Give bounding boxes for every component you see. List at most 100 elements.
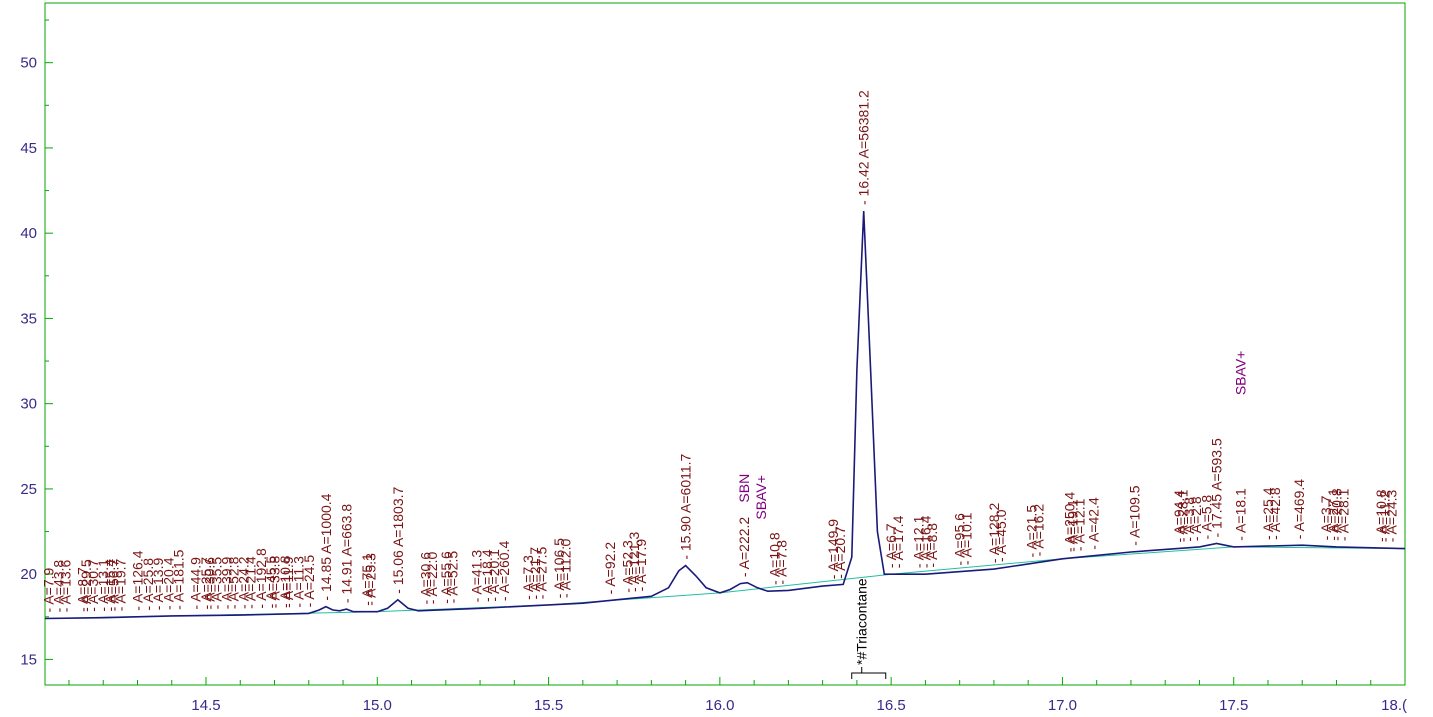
compound-label: *#Triacontane <box>854 578 870 665</box>
peak-label: - A=13.9 <box>150 558 166 611</box>
compound-bracket <box>851 667 887 679</box>
peak-label: - A=222.2 <box>736 517 752 578</box>
peak-label: - A=29.5 <box>78 559 94 612</box>
peak-label: - A=112.0 <box>558 539 574 599</box>
y-tick-label: 35 <box>20 310 37 327</box>
peak-label: - 15.06 A=1803.7 <box>390 486 406 593</box>
peak-label: - A=25.8 <box>140 558 156 611</box>
x-tick-label: 15.5 <box>534 697 563 714</box>
peak-label: - A=28.1 <box>1174 489 1190 542</box>
x-tick-label: 15.0 <box>363 697 392 714</box>
peak-label: - A=7.9 <box>40 567 56 612</box>
peak-label: - A=52.8 <box>225 556 241 609</box>
x-tick-label: 18.( <box>1381 697 1407 714</box>
peak-label: - A=7.8 <box>774 540 790 585</box>
peak-label: - A=11.2 <box>1376 490 1392 542</box>
peak-label: - A=42.8 <box>1267 487 1283 540</box>
peak-label: - A=45.5 <box>263 556 279 609</box>
peak-label: - A=106.5 <box>551 538 567 599</box>
peak-label: - A=260.4 <box>496 541 512 602</box>
peak-label: - A=10.8 <box>1373 489 1389 542</box>
peak-label: - 14.85 A=1000.4 <box>318 493 334 600</box>
baseline-trace <box>44 546 1406 619</box>
x-tick-label: 14.5 <box>191 697 220 714</box>
peak-label: - A=25.7 <box>198 557 214 610</box>
peak-label: - A=30.6 <box>417 552 433 605</box>
peak-label: - A=16.4 <box>917 515 933 568</box>
peak-label: - A=27.1 <box>1325 488 1341 541</box>
peak-label: - A=18.1 <box>1233 488 1249 541</box>
x-axis: 14.5 15.0 15.5 16.0 16.5 17.0 17.5 18.( <box>68 677 1407 714</box>
peak-label: - A=24.3 <box>1383 490 1399 543</box>
y-tick-label: 20 <box>20 566 37 583</box>
compound-marker: *#Triacontane <box>851 578 887 679</box>
peak-label: - A=8.7 <box>75 567 91 612</box>
y-axis: 15 20 25 30 35 40 45 50 <box>20 19 53 668</box>
peak-label: - A=10.1 <box>959 512 975 565</box>
flag-label: SBAV+ <box>1233 351 1249 396</box>
peak-label: - A=30.7 <box>85 559 101 612</box>
peak-label: - A=3.7 <box>1318 495 1334 540</box>
peak-label: - A=22.0 <box>424 552 440 605</box>
y-tick-label: 50 <box>20 55 37 72</box>
peak-label: - A=192.8 <box>253 548 269 609</box>
y-tick-label: 15 <box>20 651 37 668</box>
y-tick-label: 40 <box>20 225 37 242</box>
peak-label: - A=20.7 <box>832 526 848 579</box>
peak-label: - A=128.2 <box>986 503 1002 564</box>
peak-label: - A=10.8 <box>767 532 783 585</box>
peak-label: - A=95.6 <box>952 513 968 566</box>
peak-label: - A=20.8 <box>1328 488 1344 541</box>
peak-label: - A=20.1 <box>486 549 502 602</box>
peak-label: - A=21.7 <box>527 547 543 600</box>
peak-label: - A=94.4 <box>1171 490 1187 543</box>
peak-label: - 17.45 A=593.5 <box>1209 438 1225 537</box>
peak-label: - A=41.3 <box>469 550 485 603</box>
peak-label: - A=3.8 <box>1181 497 1197 542</box>
peak-label: - 16.42 A=56381.2 <box>856 90 872 205</box>
peak-label: - A=52.5 <box>445 551 461 604</box>
peak-label: - A=28.1 <box>1335 488 1351 541</box>
series-group <box>44 210 1406 620</box>
peak-label: - A=43.8 <box>51 560 67 613</box>
peak-label: - A=44.9 <box>188 557 204 610</box>
peak-label: - A=17.4 <box>890 515 906 568</box>
peak-label: - A=52.3 <box>619 540 635 593</box>
peak-label: - A=21.4 <box>243 556 259 609</box>
peak-label: - A=19.1 <box>1065 499 1081 552</box>
peak-label: - A=10.8 <box>277 555 293 608</box>
peak-label: - A=75.1 <box>359 553 375 606</box>
peak-label: - A=21.5 <box>1024 505 1040 558</box>
peak-label: - A=13.1 <box>95 559 111 612</box>
plot-frame <box>44 2 1406 686</box>
peak-label: - A=39.9 <box>219 557 235 610</box>
peak-label: - A=469.4 <box>1291 479 1307 540</box>
y-tick-label: 30 <box>20 396 37 413</box>
peak-label: - A=16.2 <box>1030 504 1046 557</box>
peak-label: - 14.91 A=663.8 <box>338 504 354 603</box>
peak-label: - A=15.4 <box>102 559 118 612</box>
peak-label: - A=45.0 <box>993 509 1009 562</box>
peak-label: - 15.90 A=6011.7 <box>678 453 694 559</box>
peak-label: - A=20.4 <box>160 557 176 610</box>
peak-label: - A=17.9 <box>633 539 649 592</box>
signal-trace <box>44 210 1406 620</box>
peak-label: - A=25.3 <box>362 553 378 606</box>
flag-label: SBAV+ <box>753 475 769 520</box>
peak-label: - A=2.8 <box>1188 496 1204 541</box>
peak-label: - A=8.8 <box>924 523 940 568</box>
peak-label: - A=12.1 <box>911 515 927 568</box>
peak-label: - A=12.1 <box>1072 498 1088 551</box>
peak-label: - A=25.4 <box>1260 487 1276 540</box>
peak-label: - A=55.6 <box>438 551 454 604</box>
peak-label: - A=250.4 <box>1061 492 1077 553</box>
x-tick-label: 16.0 <box>705 697 734 714</box>
peak-label: - A=109.5 <box>1126 485 1142 546</box>
flag-labels: SBN SBAV+SBAV+ <box>736 351 1249 520</box>
y-tick-label: 45 <box>20 140 37 157</box>
y-tick-label: 25 <box>20 481 37 498</box>
peak-label: - A=7.3 <box>520 555 536 600</box>
peak-label: - A=5.8 <box>1198 495 1214 540</box>
peak-label: - A=181.5 <box>171 549 187 610</box>
